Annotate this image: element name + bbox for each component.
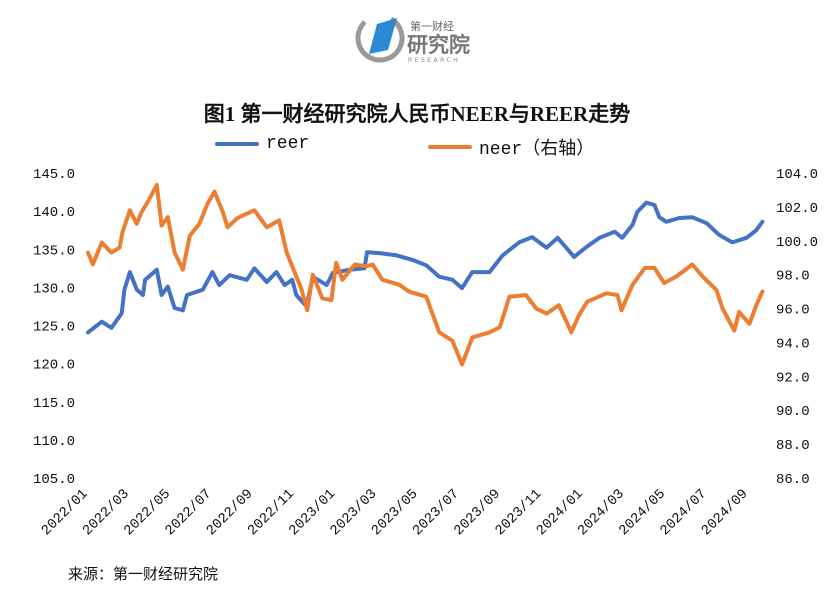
y-left-tick-label: 145.0 bbox=[33, 167, 75, 183]
y-right-tick-label: 86.0 bbox=[776, 472, 810, 488]
y-right-tick-label: 98.0 bbox=[776, 269, 810, 285]
series-line-reer bbox=[86, 200, 765, 335]
logo-text-main: 研究院 bbox=[407, 33, 470, 57]
legend-swatch-reer bbox=[215, 142, 259, 146]
series-line-neer bbox=[86, 182, 765, 367]
source-note: 来源：第一财经研究院 bbox=[68, 565, 219, 583]
y-right-tick-label: 102.0 bbox=[776, 201, 818, 217]
logo-text-sub: RESEARCH bbox=[408, 57, 460, 64]
legend-item-neer: neer（右轴） bbox=[428, 134, 594, 160]
y-right-tick-label: 88.0 bbox=[776, 438, 810, 454]
y-left-tick-label: 135.0 bbox=[33, 243, 75, 259]
legend-item-reer: reer bbox=[215, 134, 309, 154]
y-right-tick-label: 94.0 bbox=[776, 336, 810, 352]
y-left-tick-label: 125.0 bbox=[33, 320, 75, 336]
y-left-tick-label: 120.0 bbox=[33, 358, 75, 374]
chart-title: 图1 第一财经研究院人民币NEER与REER走势 bbox=[203, 102, 631, 126]
logo-text-top: 第一财经 bbox=[410, 19, 454, 33]
y-right-tick-label: 90.0 bbox=[776, 404, 810, 420]
legend-swatch-neer bbox=[428, 145, 472, 149]
y-right-tick-label: 100.0 bbox=[776, 235, 818, 251]
legend-label-neer: neer（右轴） bbox=[479, 140, 595, 160]
y-right-tick-label: 92.0 bbox=[776, 370, 810, 386]
y-left-tick-label: 105.0 bbox=[33, 472, 75, 488]
y-left-tick-label: 110.0 bbox=[33, 434, 75, 450]
legend-label-reer: reer bbox=[266, 134, 310, 154]
logo: 第一财经 研究院 RESEARCH bbox=[355, 13, 470, 64]
y-left-tick-label: 130.0 bbox=[33, 281, 75, 297]
y-right-tick-label: 96.0 bbox=[776, 303, 810, 319]
y-right-tick-label: 104.0 bbox=[776, 167, 818, 183]
y-left-tick-label: 115.0 bbox=[33, 396, 75, 412]
y-left-tick-label: 140.0 bbox=[33, 205, 75, 221]
